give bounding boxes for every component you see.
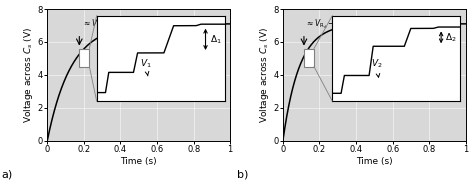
Text: $\approx V_{\mathrm{R_d}}-V_{\mathrm{L_d}}$: $\approx V_{\mathrm{R_d}}-V_{\mathrm{L_d… [82, 17, 125, 31]
Text: a): a) [1, 170, 13, 180]
Text: $\approx V_{\mathrm{R_d}}-V_{\mathrm{L_d}}$: $\approx V_{\mathrm{R_d}}-V_{\mathrm{L_d… [305, 17, 348, 31]
Y-axis label: Voltage across $C_s$ (V): Voltage across $C_s$ (V) [257, 27, 271, 123]
X-axis label: Time (s): Time (s) [120, 157, 157, 166]
Bar [79, 49, 90, 67]
X-axis label: Time (s): Time (s) [356, 157, 392, 166]
Bar [304, 49, 314, 67]
Y-axis label: Voltage across $C_s$ (V): Voltage across $C_s$ (V) [22, 27, 35, 123]
Text: b): b) [237, 170, 248, 180]
